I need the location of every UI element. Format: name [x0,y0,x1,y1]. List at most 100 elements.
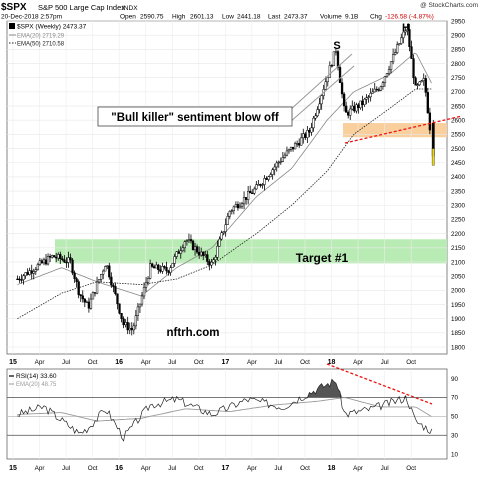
rsi-tick-label: 70 [451,395,459,402]
price-bar-body [249,191,252,194]
price-bar-body [345,105,348,113]
price-bar-body [295,143,299,145]
price-bar-body [22,275,25,280]
price-bar-body [242,197,246,204]
price-bar-body [285,150,289,156]
price-tick-label: 2950 [451,18,466,25]
price-bar-body [332,51,336,67]
price-bar-body [97,279,101,283]
target-zone [55,239,447,264]
price-bar-body [232,206,236,211]
price-bar-body [336,51,340,68]
price-bar-body [179,250,182,254]
price-bar-body [20,279,23,281]
price-bar-body [183,241,187,249]
price-bar-body [177,251,180,254]
price-bar-body [128,328,131,331]
price-bar-body [138,303,142,308]
price-bar-body [287,149,291,152]
price-bar-body [214,257,217,261]
price-bar-body [342,93,346,107]
chg-label: Chg [370,14,382,21]
price-tick-label: 2600 [451,118,466,125]
rsi-time-tick-label: Oct [88,465,98,472]
price-bar-body [161,266,164,272]
price-bar-body [89,298,93,309]
price-bar-body [130,328,133,331]
price-bar-body [277,161,280,164]
price-bar-body [418,81,421,86]
time-tick-label: Apr [141,359,151,366]
price-bar-body [251,192,254,194]
rsi-trendline [326,363,433,405]
price-bar-body [281,157,285,162]
price-bar-body [306,130,309,138]
price-bar-body [314,115,317,119]
price-bar-body [165,267,168,272]
price-bar-body [16,278,19,281]
price-bar-body [308,130,311,133]
price-bar-body [63,259,66,263]
price-bar-body [326,77,329,83]
annotation-box [97,106,293,127]
price-bar-body [367,96,370,98]
price-bar-body [328,65,331,78]
rsi-time-tick-label: Apr [247,465,257,472]
price-bar-body [69,257,72,261]
price-bar-body [298,143,301,146]
price-bar-body [238,205,242,209]
price-bar-body [273,166,276,171]
target-label: Target #1 [296,251,349,265]
rsi-ema-legend-label: EMA(20) 48.75 [16,382,57,388]
price-bar-body [171,263,174,268]
price-legend-label: $SPX (Weekly) 2473.37 [17,24,87,31]
price-bar-body [173,256,176,264]
price-tick-label: 2650 [451,103,466,110]
price-bar-body [216,245,219,258]
rsi-tick-label: 50 [451,414,459,421]
price-bar-body [400,37,403,44]
price-bar-body [371,91,374,94]
price-bar-body [157,264,160,271]
price-tick-label: 2900 [451,32,466,39]
price-bar-body [44,259,48,265]
rsi-panel [6,368,448,460]
price-bar-body [361,100,364,105]
price-bar-body [67,257,70,263]
price-grid [7,20,447,348]
price-bar-body [106,265,109,267]
price-bar-body [414,77,417,86]
price-bar-body [310,127,313,133]
price-bar-body [351,105,354,110]
price-bar-body [193,246,197,251]
volume-label: Volume [320,14,342,21]
price-bar-body [394,52,397,55]
price-bar-body [412,58,415,79]
chg-value: -126.58 (-4.87%) [385,14,434,21]
price-bars [16,23,435,336]
price-bar-body [151,263,154,267]
price-tick-label: 2550 [451,132,466,139]
rsi-time-tick-label: Apr [141,465,151,472]
rsi-time-tick-label: 16 [115,465,123,472]
rsi-time-tick-label: Jul [274,465,282,472]
time-tick-label: Apr [247,359,257,366]
price-bar-body [163,266,166,268]
price-tick-label: 2000 [451,288,466,295]
price-bar-body [324,81,327,90]
price-legend-swatch [9,23,15,29]
price-bar-body [398,43,401,46]
price-bar-body [34,269,37,272]
time-tick-label: 16 [115,359,123,366]
callout-line-lower [289,65,355,123]
rsi-grid [7,369,447,459]
price-tick-label: 1850 [451,330,466,337]
price-bar-body [410,46,413,59]
price-bar-body [349,108,352,116]
price-bar-body [420,80,423,83]
price-bar-body [93,292,97,294]
price-bar-body [283,154,287,158]
price-tick-label: 2400 [451,174,466,181]
price-bar-body [428,112,432,131]
